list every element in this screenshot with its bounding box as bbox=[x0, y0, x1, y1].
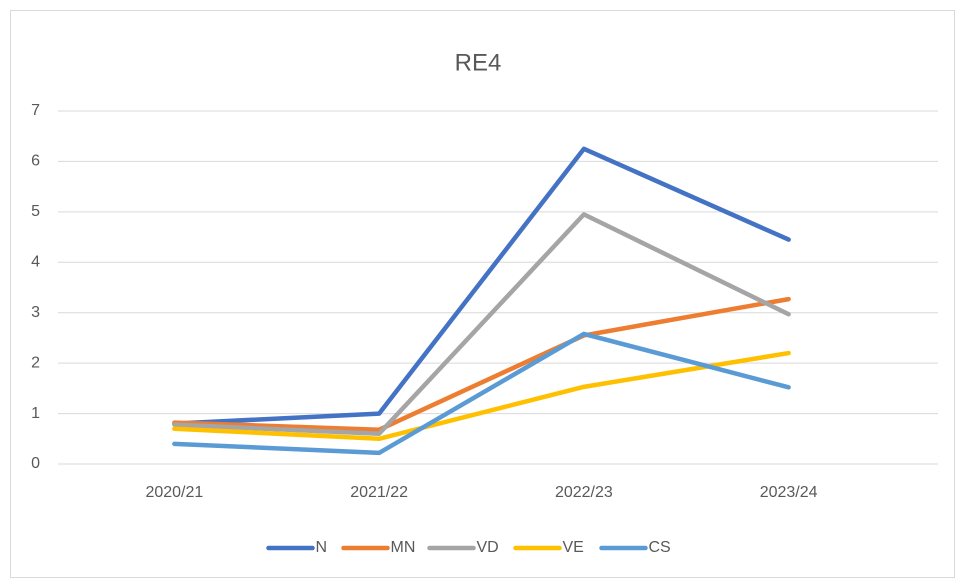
line-series bbox=[172, 146, 791, 426]
legend-label: CS bbox=[649, 539, 671, 556]
line-series bbox=[172, 296, 791, 432]
x-tick-label: 2020/21 bbox=[145, 484, 203, 501]
x-tick-label: 2022/23 bbox=[555, 484, 613, 501]
y-tick-label: 0 bbox=[31, 455, 40, 472]
x-tick-label: 2023/24 bbox=[760, 484, 818, 501]
y-tick-label: 2 bbox=[31, 354, 40, 371]
y-tick-label: 6 bbox=[31, 153, 40, 170]
line-series bbox=[172, 350, 791, 442]
x-tick-label: 2021/22 bbox=[350, 484, 408, 501]
legend-label: VD bbox=[477, 539, 499, 556]
legend-label: N bbox=[316, 539, 328, 556]
y-tick-label: 7 bbox=[31, 102, 40, 119]
y-tick-label: 1 bbox=[31, 405, 40, 422]
chart-border bbox=[10, 10, 955, 578]
y-tick-label: 5 bbox=[31, 203, 40, 220]
y-tick-label: 3 bbox=[31, 304, 40, 321]
line-series bbox=[172, 331, 791, 456]
legend-label: MN bbox=[391, 539, 416, 556]
chart-title: RE4 bbox=[455, 49, 502, 76]
line-series bbox=[172, 212, 791, 436]
y-tick-label: 4 bbox=[31, 254, 40, 271]
legend-label: VE bbox=[563, 539, 584, 556]
